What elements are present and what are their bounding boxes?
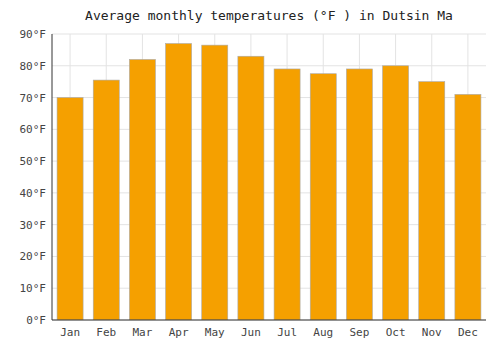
grid-line (52, 34, 486, 35)
tick-label: Nov (422, 326, 442, 339)
bar (202, 45, 228, 320)
tick-label: Dec (458, 326, 478, 339)
bar (455, 94, 481, 320)
tick-label: 70°F (20, 92, 47, 105)
y-axis: 0°F 10°F 20°F 30°F 40°F 50°F 60°F 70°F 80°F 90°F (20, 28, 47, 327)
tick-label: Aug (313, 326, 333, 339)
tick-label: 80°F (20, 60, 47, 73)
tick-label: 10°F (20, 282, 47, 295)
x-axis: Jan Feb Mar Apr May Jun Jul Aug Sep Oct Nov Dec (60, 326, 478, 339)
bar (346, 69, 372, 320)
tick-label: Mar (132, 326, 152, 339)
tick-label: Jan (60, 326, 80, 339)
tick-label: Sep (349, 326, 369, 339)
bars (57, 44, 481, 320)
bar (383, 66, 409, 320)
tick-label: 60°F (20, 123, 47, 136)
bar (238, 56, 264, 320)
bar (57, 98, 83, 320)
bar (310, 74, 336, 320)
chart: 0°F 10°F 20°F 30°F 40°F 50°F 60°F 70°F 80°F 90°F J… (0, 0, 500, 350)
grid-line (52, 65, 486, 66)
bar (166, 44, 192, 320)
tick-label: Feb (96, 326, 116, 339)
tick-label: 40°F (20, 187, 47, 200)
grid-line (52, 320, 486, 321)
tick-label: 30°F (20, 219, 47, 232)
axis-line (52, 320, 486, 321)
title: Average monthly temperatures (°F ) in Du… (85, 8, 453, 23)
tick-label: Apr (169, 326, 189, 339)
bar (93, 80, 119, 320)
tick-label: Jun (241, 326, 261, 339)
tick-label: 0°F (26, 314, 46, 327)
grid (52, 34, 486, 320)
bar (129, 59, 155, 320)
bar (274, 69, 300, 320)
bar (419, 82, 445, 320)
tick-label: 50°F (20, 155, 47, 168)
tick-label: 90°F (20, 28, 47, 41)
tick-label: 20°F (20, 250, 47, 263)
axis-line (52, 34, 53, 320)
tick-label: Jul (277, 326, 297, 339)
tick-label: May (205, 326, 225, 339)
tick-label: Oct (386, 326, 406, 339)
